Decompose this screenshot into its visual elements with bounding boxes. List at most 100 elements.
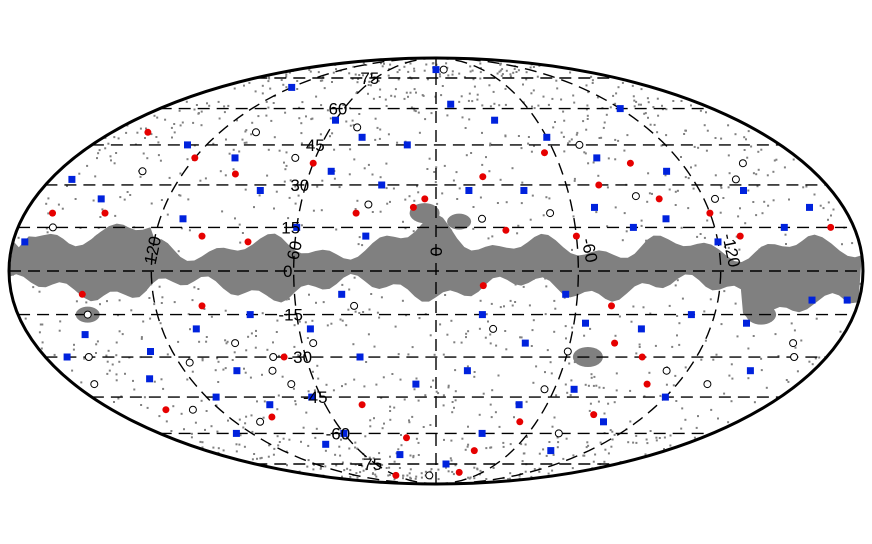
mask-pixel	[162, 387, 165, 390]
mask-pixel	[590, 376, 593, 379]
mask-pixel	[234, 280, 237, 283]
mask-pixel	[637, 103, 640, 106]
mask-pixel	[256, 400, 258, 403]
mask-pixel	[239, 241, 242, 244]
mask-pixel	[353, 276, 356, 279]
mask-pixel	[670, 250, 673, 253]
point-open-circle	[731, 175, 740, 184]
mask-pixel	[680, 226, 683, 229]
mask-pixel	[612, 286, 614, 288]
mask-pixel	[630, 320, 633, 323]
mask-blob	[788, 292, 813, 309]
mask-pixel	[378, 316, 381, 319]
mask-pixel	[595, 211, 598, 214]
point-square	[432, 66, 440, 74]
mask-pixel	[349, 148, 352, 151]
latitude-label: -15	[278, 306, 303, 325]
mask-pixel	[106, 300, 108, 303]
mask-pixel	[378, 96, 381, 98]
mask-pixel	[379, 128, 382, 131]
mask-pixel	[485, 478, 488, 480]
mask-pixel	[388, 466, 391, 469]
latitude-label: 75	[360, 69, 379, 88]
mask-pixel	[58, 254, 61, 257]
point-open-circle	[48, 223, 57, 232]
mask-pixel	[822, 207, 825, 210]
mask-pixel	[481, 104, 484, 107]
point-square	[288, 83, 296, 91]
mask-pixel	[555, 79, 558, 82]
mask-pixel	[269, 87, 272, 90]
mask-pixel	[373, 345, 376, 348]
mask-pixel	[614, 158, 617, 161]
mask-pixel	[281, 375, 284, 378]
mask-pixel	[434, 181, 437, 184]
point-square	[338, 290, 346, 298]
mask-pixel	[250, 414, 253, 417]
mask-pixel	[431, 62, 434, 65]
mask-pixel	[552, 453, 555, 456]
mask-pixel	[467, 443, 470, 446]
mask-pixel	[621, 81, 624, 84]
mask-pixel	[420, 472, 423, 475]
mask-pixel	[606, 225, 609, 228]
mask-pixel	[285, 164, 288, 167]
mask-pixel	[443, 164, 446, 167]
mask-pixel	[302, 426, 305, 429]
mask-pixel	[544, 277, 547, 280]
mask-pixel	[687, 177, 690, 180]
mask-pixel	[598, 137, 601, 139]
mask-pixel	[83, 357, 86, 360]
mask-pixel	[684, 176, 687, 179]
mask-pixel	[285, 298, 288, 301]
point-square	[743, 319, 750, 327]
mask-pixel	[283, 180, 286, 183]
mask-pixel	[613, 433, 616, 436]
mask-pixel	[278, 149, 281, 152]
mask-pixel	[306, 465, 309, 468]
point-square	[146, 375, 154, 383]
mask-pixel	[451, 73, 454, 76]
point-open-circle	[287, 380, 296, 389]
mask-pixel	[640, 219, 643, 222]
mask-pixel	[785, 243, 787, 245]
mask-pixel	[694, 164, 697, 167]
mask-pixel	[454, 369, 457, 372]
mask-pixel	[614, 102, 617, 105]
mask-pixel	[385, 105, 388, 107]
point-open-circle	[138, 167, 147, 176]
mask-pixel	[517, 69, 520, 72]
mask-pixel	[491, 235, 494, 238]
point-square	[232, 429, 240, 437]
mask-pixel	[612, 94, 615, 97]
mask-pixel	[115, 354, 118, 357]
mask-pixel	[276, 319, 279, 322]
mask-pixel	[723, 290, 726, 293]
mask-pixel	[90, 265, 93, 268]
mask-pixel	[313, 463, 315, 466]
mask-pixel	[551, 425, 554, 428]
mask-pixel	[306, 337, 309, 339]
mask-pixel	[368, 308, 371, 311]
mask-pixel	[277, 444, 280, 447]
mask-pixel	[341, 475, 343, 478]
mask-pixel	[705, 111, 707, 114]
mask-pixel	[760, 357, 763, 360]
mask-pixel	[179, 172, 182, 175]
mask-pixel	[210, 315, 213, 318]
mask-pixel	[108, 369, 111, 372]
point-square	[806, 203, 813, 211]
mask-pixel	[374, 138, 377, 141]
mask-pixel	[127, 258, 130, 260]
mask-pixel	[473, 477, 476, 480]
mask-pixel	[485, 447, 488, 450]
point-square	[593, 154, 601, 162]
mask-pixel	[142, 152, 145, 155]
mask-pixel	[153, 303, 156, 306]
mask-pixel	[765, 268, 768, 271]
mask-pixel	[665, 277, 668, 280]
mask-pixel	[792, 158, 795, 161]
mask-pixel	[447, 74, 450, 77]
mask-pixel	[697, 415, 699, 418]
mask-pixel	[605, 113, 608, 116]
